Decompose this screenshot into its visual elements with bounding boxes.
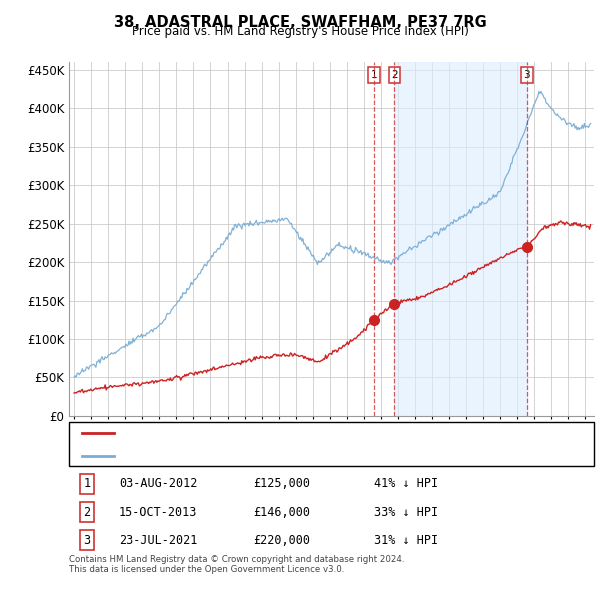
Text: 38, ADASTRAL PLACE, SWAFFHAM, PE37 7RG: 38, ADASTRAL PLACE, SWAFFHAM, PE37 7RG xyxy=(113,15,487,30)
Text: Contains HM Land Registry data © Crown copyright and database right 2024.: Contains HM Land Registry data © Crown c… xyxy=(69,555,404,563)
Text: 2: 2 xyxy=(391,70,398,80)
Text: 33% ↓ HPI: 33% ↓ HPI xyxy=(373,506,437,519)
Text: £146,000: £146,000 xyxy=(253,506,310,519)
Text: 38, ADASTRAL PLACE, SWAFFHAM, PE37 7RG (detached house): 38, ADASTRAL PLACE, SWAFFHAM, PE37 7RG (… xyxy=(121,428,467,438)
Text: 3: 3 xyxy=(523,70,530,80)
Text: This data is licensed under the Open Government Licence v3.0.: This data is licensed under the Open Gov… xyxy=(69,565,344,573)
Text: 23-JUL-2021: 23-JUL-2021 xyxy=(119,533,197,546)
Bar xyxy=(394,62,527,416)
Text: £125,000: £125,000 xyxy=(253,477,310,490)
Text: 1: 1 xyxy=(371,70,377,80)
Text: HPI: Average price, detached house, Breckland: HPI: Average price, detached house, Brec… xyxy=(121,451,379,461)
Text: 31% ↓ HPI: 31% ↓ HPI xyxy=(373,533,437,546)
Text: 3: 3 xyxy=(83,533,91,546)
Text: 41% ↓ HPI: 41% ↓ HPI xyxy=(373,477,437,490)
Text: 2: 2 xyxy=(83,506,91,519)
Text: £220,000: £220,000 xyxy=(253,533,310,546)
Text: 15-OCT-2013: 15-OCT-2013 xyxy=(119,506,197,519)
Text: 1: 1 xyxy=(83,477,91,490)
Text: Price paid vs. HM Land Registry's House Price Index (HPI): Price paid vs. HM Land Registry's House … xyxy=(131,25,469,38)
FancyBboxPatch shape xyxy=(69,422,594,466)
Text: 03-AUG-2012: 03-AUG-2012 xyxy=(119,477,197,490)
